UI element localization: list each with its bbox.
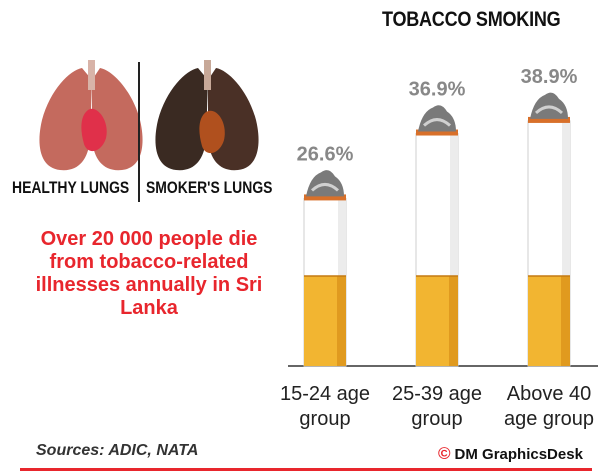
cigarette-ember-1 <box>416 129 458 136</box>
cigarette-shade-2 <box>562 120 570 277</box>
headline-text: Over 20 000 people die from tobacco-rela… <box>35 228 263 319</box>
cigarette-ash-highlight-0 <box>310 182 340 192</box>
smoker-lungs-image <box>155 60 259 171</box>
cigarette-ember-0 <box>304 194 346 201</box>
value-label-0: 26.6% <box>297 143 354 165</box>
chart-title: TOBACCO SMOKING <box>382 8 561 31</box>
category-label-1-line-1: group <box>411 408 462 430</box>
healthy-lungs-label: HEALTHY LUNGS <box>12 178 130 197</box>
category-label-2-line-1: age group <box>504 408 594 430</box>
cigarette-filter-shade-1 <box>449 276 458 366</box>
cigarette-ash-highlight-2 <box>534 105 564 115</box>
credit-text: DM GraphicsDesk <box>454 446 583 463</box>
footer-divider <box>20 468 592 471</box>
lungs-illustration <box>39 60 259 171</box>
copyright-icon: © <box>438 444 451 463</box>
healthy-lungs-image <box>39 60 143 171</box>
category-label-0-line-1: group <box>299 408 350 430</box>
cigarette-ash-highlight-1 <box>422 118 452 127</box>
smokers-lungs-label: SMOKER'S LUNGS <box>146 178 273 197</box>
sources-text: Sources: ADIC, NATA <box>36 442 199 459</box>
lungs-divider <box>138 62 140 202</box>
category-label-2-line-0: Above 40 <box>507 383 592 405</box>
cigarette-ember-2 <box>528 116 570 123</box>
cigarette-filter-shade-0 <box>337 276 346 366</box>
credit: © DM GraphicsDesk <box>438 444 583 464</box>
cigarette-filter-shade-2 <box>561 276 570 366</box>
value-label-1: 36.9% <box>409 79 466 101</box>
category-label-0-line-0: 15-24 age <box>280 383 370 405</box>
category-label-1-line-0: 25-39 age <box>392 383 482 405</box>
cigarette-shade-1 <box>450 133 458 276</box>
cigarette-shade-0 <box>338 198 346 276</box>
value-label-2: 38.9% <box>521 66 578 88</box>
